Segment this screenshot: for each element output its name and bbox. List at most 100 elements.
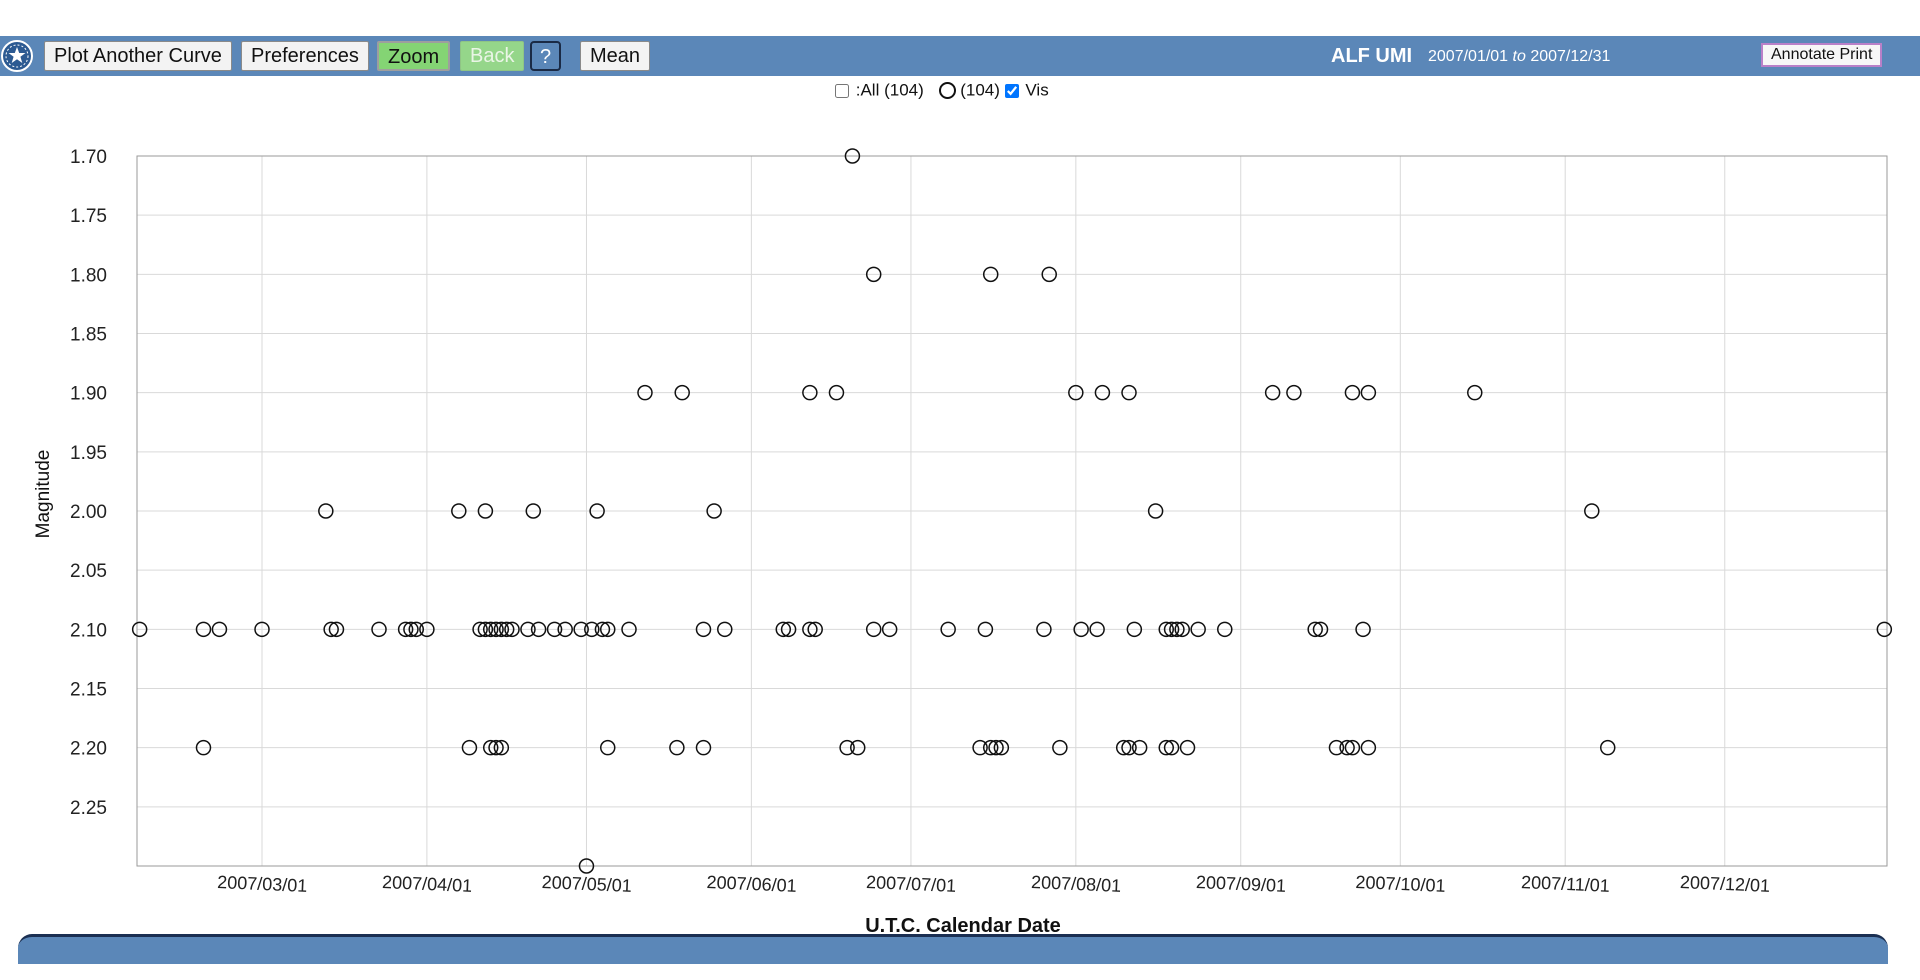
- data-point[interactable]: [461, 739, 478, 756]
- data-point[interactable]: [323, 621, 339, 638]
- data-point[interactable]: [849, 739, 866, 756]
- data-point[interactable]: [557, 621, 573, 638]
- data-point[interactable]: [1169, 621, 1185, 638]
- data-point[interactable]: [1036, 621, 1052, 638]
- data-point[interactable]: [865, 621, 882, 638]
- data-point[interactable]: [594, 621, 611, 638]
- data-point[interactable]: [584, 621, 600, 638]
- data-point[interactable]: [1179, 739, 1196, 756]
- data-point[interactable]: [706, 503, 722, 519]
- data-point[interactable]: [1876, 621, 1893, 638]
- help-button[interactable]: ?: [530, 41, 562, 71]
- data-point[interactable]: [982, 266, 999, 283]
- data-point[interactable]: [1115, 739, 1132, 756]
- mean-button[interactable]: Mean: [580, 41, 651, 71]
- data-point[interactable]: [993, 739, 1010, 756]
- data-point[interactable]: [131, 621, 148, 638]
- data-point[interactable]: [865, 266, 882, 283]
- data-point[interactable]: [472, 621, 488, 638]
- data-point[interactable]: [775, 621, 792, 638]
- data-point[interactable]: [940, 621, 956, 638]
- data-point[interactable]: [451, 503, 467, 519]
- plot-another-curve-button[interactable]: Plot Another Curve: [44, 41, 232, 71]
- data-point[interactable]: [599, 739, 616, 756]
- data-point[interactable]: [482, 621, 499, 638]
- data-point[interactable]: [982, 739, 999, 756]
- data-point[interactable]: [477, 621, 494, 638]
- data-point[interactable]: [546, 621, 563, 638]
- data-point[interactable]: [371, 621, 387, 638]
- data-point[interactable]: [1307, 621, 1323, 638]
- data-point[interactable]: [477, 503, 494, 519]
- zoom-button[interactable]: Zoom: [377, 41, 451, 71]
- data-point[interactable]: [839, 739, 855, 756]
- data-point[interactable]: [1312, 621, 1329, 638]
- data-point[interactable]: [488, 621, 504, 638]
- data-point[interactable]: [589, 503, 605, 519]
- data-point[interactable]: [397, 621, 414, 638]
- data-point[interactable]: [530, 621, 547, 638]
- data-point[interactable]: [195, 621, 212, 638]
- data-point[interactable]: [972, 739, 988, 756]
- back-button[interactable]: Back: [460, 41, 525, 71]
- data-point[interactable]: [1328, 739, 1345, 756]
- data-point[interactable]: [493, 621, 510, 638]
- data-point[interactable]: [621, 621, 637, 638]
- data-point[interactable]: [403, 621, 419, 638]
- data-point[interactable]: [1163, 621, 1180, 638]
- data-point[interactable]: [1089, 621, 1105, 638]
- data-point[interactable]: [1041, 266, 1057, 283]
- data-point[interactable]: [1584, 503, 1600, 519]
- data-point[interactable]: [1158, 739, 1175, 756]
- data-point[interactable]: [493, 739, 510, 756]
- data-point[interactable]: [1147, 503, 1164, 519]
- data-point[interactable]: [328, 621, 345, 638]
- all-checkbox[interactable]: [835, 83, 849, 98]
- data-point[interactable]: [211, 621, 228, 638]
- data-point[interactable]: [525, 503, 542, 519]
- data-point[interactable]: [1599, 739, 1616, 756]
- data-point[interactable]: [520, 621, 536, 638]
- data-point[interactable]: [1217, 621, 1233, 638]
- data-point[interactable]: [488, 739, 504, 756]
- data-point[interactable]: [1344, 739, 1361, 756]
- data-point[interactable]: [1339, 739, 1355, 756]
- data-point[interactable]: [1286, 384, 1302, 401]
- data-point[interactable]: [573, 621, 589, 638]
- preferences-button[interactable]: Preferences: [241, 41, 369, 71]
- data-point[interactable]: [1052, 739, 1068, 756]
- data-point[interactable]: [844, 148, 861, 164]
- data-point[interactable]: [669, 739, 685, 756]
- data-point[interactable]: [599, 621, 616, 638]
- vis-checkbox[interactable]: [1004, 83, 1019, 98]
- data-point[interactable]: [977, 621, 994, 638]
- data-point[interactable]: [802, 621, 818, 638]
- data-point[interactable]: [1360, 739, 1377, 756]
- data-point[interactable]: [807, 621, 823, 638]
- data-point[interactable]: [1121, 384, 1137, 401]
- data-point[interactable]: [254, 621, 270, 638]
- data-point[interactable]: [1190, 621, 1206, 638]
- data-point[interactable]: [1073, 621, 1089, 638]
- aavso-star-logo-icon[interactable]: [0, 39, 34, 73]
- data-point[interactable]: [195, 739, 212, 756]
- data-point[interactable]: [318, 503, 334, 519]
- data-point[interactable]: [637, 384, 653, 401]
- data-point[interactable]: [1344, 384, 1361, 401]
- data-point[interactable]: [504, 621, 520, 638]
- data-point[interactable]: [578, 858, 595, 874]
- data-point[interactable]: [695, 621, 712, 638]
- data-point[interactable]: [482, 739, 499, 756]
- data-point[interactable]: [674, 384, 690, 401]
- data-point[interactable]: [1121, 739, 1137, 756]
- data-point[interactable]: [408, 621, 425, 638]
- data-point[interactable]: [828, 384, 845, 401]
- data-point[interactable]: [717, 621, 733, 638]
- data-point[interactable]: [695, 739, 712, 756]
- data-point[interactable]: [1174, 621, 1190, 638]
- light-curve-chart[interactable]: 1.70 1.75 1.80 1.85 1.90 1.95 2.00 2.05 2.10 2.15…: [0, 0, 1920, 934]
- data-point[interactable]: [881, 621, 898, 638]
- data-point[interactable]: [498, 621, 515, 638]
- data-point[interactable]: [802, 384, 818, 401]
- data-point[interactable]: [988, 739, 1004, 756]
